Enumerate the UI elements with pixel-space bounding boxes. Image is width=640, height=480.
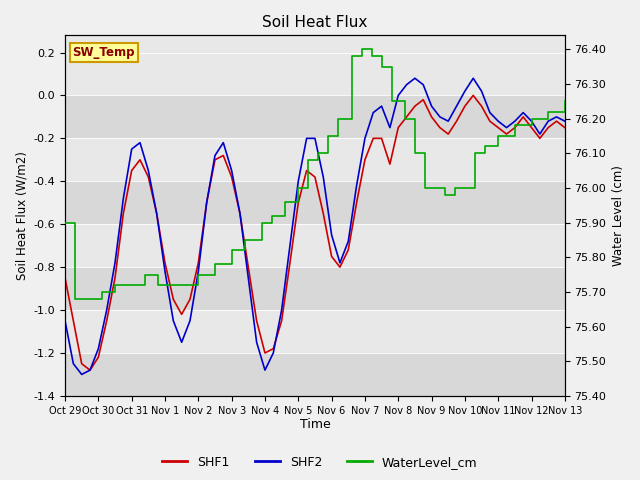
Legend: SHF1, SHF2, WaterLevel_cm: SHF1, SHF2, WaterLevel_cm [157, 451, 483, 474]
Y-axis label: Water Level (cm): Water Level (cm) [612, 165, 625, 266]
Text: SW_Temp: SW_Temp [72, 46, 135, 59]
Bar [65, 267, 565, 310]
Y-axis label: Soil Heat Flux (W/m2): Soil Heat Flux (W/m2) [15, 151, 28, 280]
Bar [65, 224, 565, 267]
Bar [65, 310, 565, 353]
Bar [65, 138, 565, 181]
X-axis label: Time: Time [300, 419, 330, 432]
Bar [65, 52, 565, 96]
Bar [65, 96, 565, 138]
Title: Soil Heat Flux: Soil Heat Flux [262, 15, 367, 30]
Bar [65, 353, 565, 396]
Bar [65, 181, 565, 224]
